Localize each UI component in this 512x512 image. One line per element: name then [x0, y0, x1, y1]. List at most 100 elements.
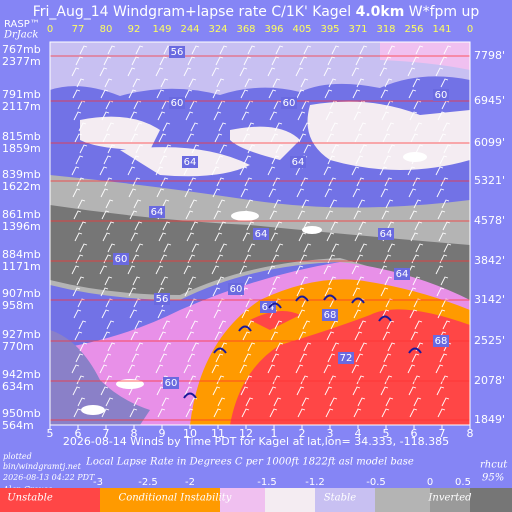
thermal-arc: [213, 347, 227, 354]
barb: [156, 89, 165, 99]
level-m: 1859m: [2, 142, 41, 155]
barb: [155, 364, 164, 374]
x-tick-label: 8: [467, 427, 474, 440]
barb: [440, 177, 449, 187]
contour-label: 64: [151, 207, 164, 218]
w-star-value: 244: [180, 24, 199, 35]
legend-tick: -2: [185, 477, 195, 488]
barb: [163, 342, 172, 352]
barb: [379, 364, 388, 374]
contour-label: 64: [396, 269, 409, 280]
contour-label-box: [433, 89, 449, 101]
barb: [302, 122, 311, 132]
brand: DrJack: [3, 30, 38, 41]
contour-label: 60: [435, 90, 448, 101]
barb: [217, 199, 226, 209]
barb: [163, 243, 172, 253]
barb: [219, 243, 228, 253]
barb: [268, 287, 277, 297]
barb: [75, 254, 84, 264]
contour-label: 60: [165, 378, 178, 389]
barb: [128, 188, 137, 198]
barb: [331, 243, 340, 253]
barb: [129, 210, 138, 220]
barb: [381, 309, 390, 319]
barb: [239, 265, 248, 275]
barb: [329, 397, 338, 407]
barb: [74, 133, 83, 143]
contour-label: 56: [171, 47, 184, 58]
barb: [303, 342, 312, 352]
barb: [240, 386, 249, 396]
level-ft: 6099': [474, 136, 505, 149]
barb: [408, 386, 417, 396]
barb: [215, 353, 224, 363]
x-tick-label: 5: [383, 427, 390, 440]
barb: [213, 408, 222, 418]
barb: [297, 309, 306, 319]
x-tick-label: 1: [271, 427, 278, 440]
w-star-value: 368: [236, 24, 255, 35]
w-star-value: 149: [152, 24, 171, 35]
credit: plotted: [3, 452, 32, 461]
contour-label-box: [338, 352, 354, 364]
plot-frame: [49, 41, 471, 426]
credit: 2026-08-13 04:22 PDT: [2, 473, 95, 482]
barb: [100, 287, 109, 297]
barb: [353, 111, 362, 121]
barb: [381, 408, 390, 418]
x-tick-label: 3: [327, 427, 334, 440]
barb: [327, 56, 336, 66]
barb: [246, 320, 255, 330]
barb: [187, 56, 196, 66]
barb: [412, 276, 421, 286]
barb: [185, 309, 194, 319]
rhcut: rhcut: [480, 460, 508, 471]
barb: [275, 45, 284, 55]
barb: [297, 111, 306, 121]
barb: [324, 188, 333, 198]
w-star-value: 256: [404, 24, 423, 35]
title-part: 4.0km: [356, 4, 405, 20]
barb: [267, 364, 276, 374]
barb: [328, 78, 337, 88]
barb: [247, 45, 256, 55]
barb: [295, 364, 304, 374]
barb: [191, 243, 200, 253]
barb: [439, 254, 448, 264]
barb: [218, 320, 227, 330]
barb: [356, 78, 365, 88]
barb: [162, 221, 171, 231]
barb: [411, 353, 420, 363]
barb: [296, 386, 305, 396]
contour-label: 64: [292, 157, 305, 168]
barb: [436, 386, 445, 396]
barb: [330, 221, 339, 231]
barb: [272, 276, 281, 286]
level-mb: 927mb: [2, 328, 41, 341]
barb: [385, 397, 394, 407]
legend-tick: -1.5: [257, 477, 277, 488]
x-tick-label: 6: [411, 427, 418, 440]
contour-label-box: [228, 283, 244, 295]
barb: [101, 408, 110, 418]
barb: [99, 364, 108, 374]
barb: [275, 144, 284, 154]
barb: [212, 188, 221, 198]
level-m: 2117m: [2, 100, 41, 113]
x-tick-label: 7: [439, 427, 446, 440]
barb: [71, 265, 80, 275]
barb: [268, 188, 277, 198]
barb: [303, 45, 312, 55]
contour-label-box: [322, 309, 338, 321]
barb: [106, 221, 115, 231]
barb: [268, 89, 277, 99]
barb: [191, 144, 200, 154]
contour-label-box: [169, 46, 185, 58]
level-mb: 861mb: [2, 208, 41, 221]
barb: [435, 265, 444, 275]
barb: [247, 342, 256, 352]
w-star-value: 395: [320, 24, 339, 35]
barb: [211, 166, 220, 176]
barb: [355, 254, 364, 264]
